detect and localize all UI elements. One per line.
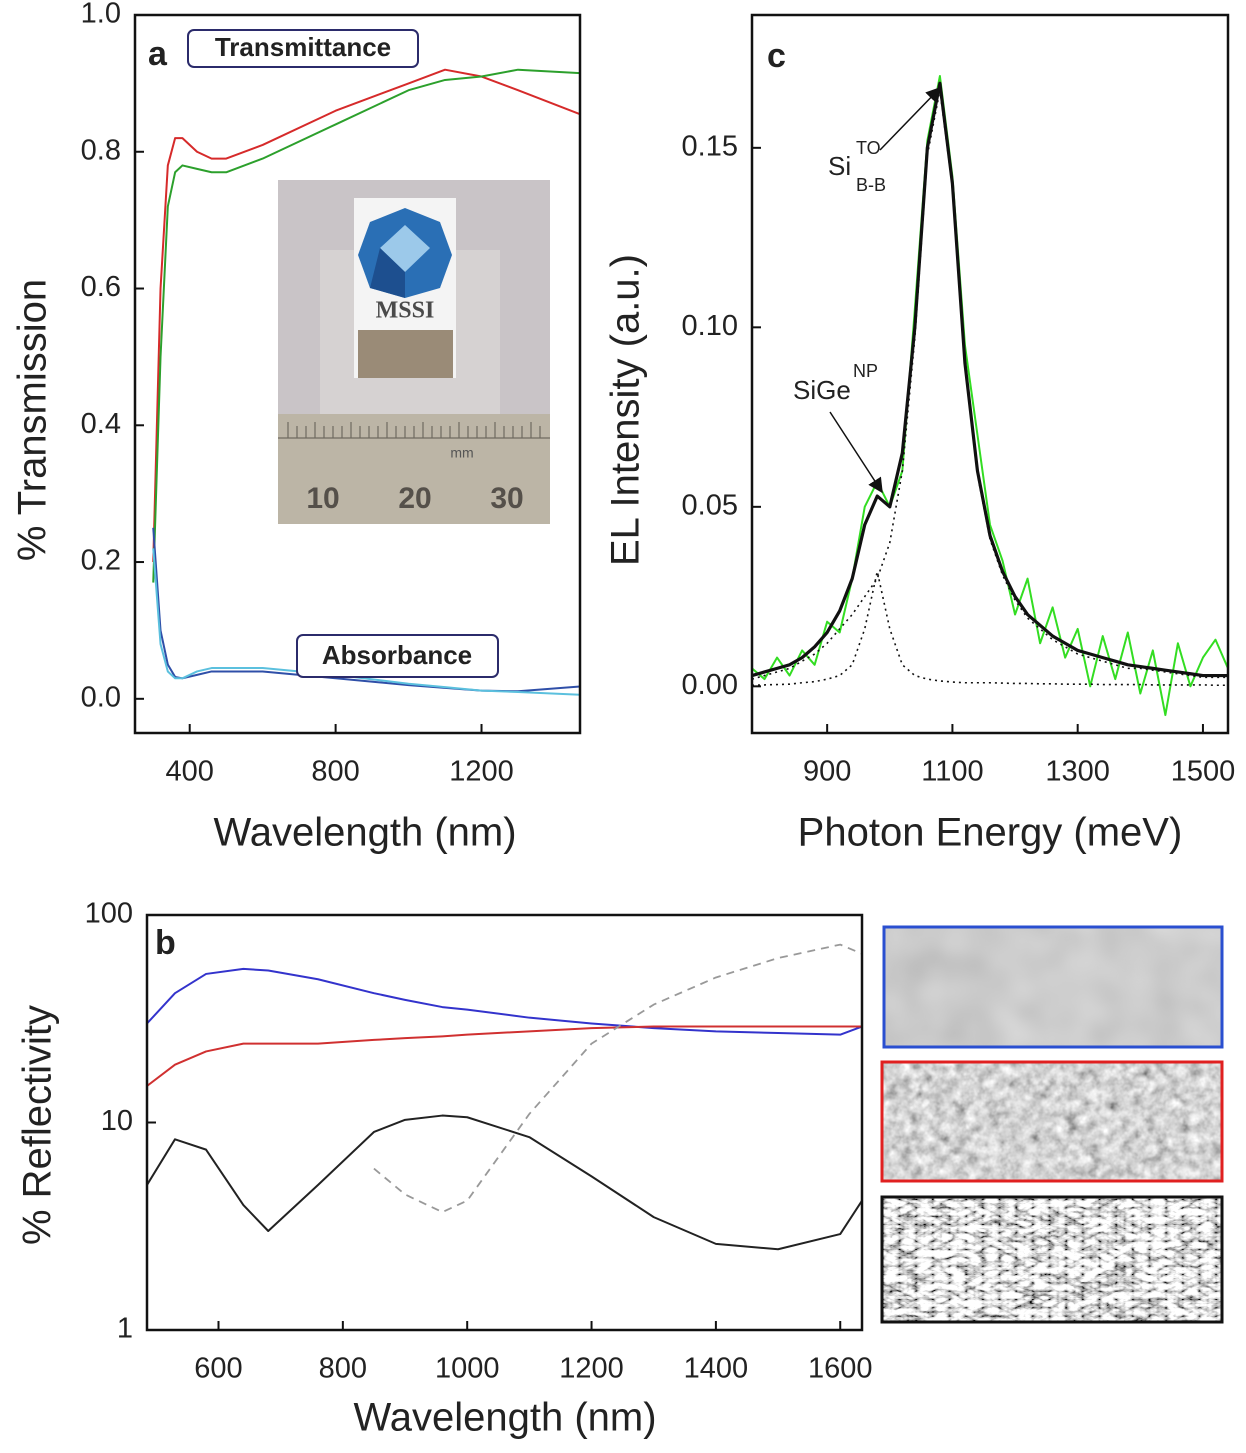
data-line — [752, 81, 1228, 678]
x-tick-label: 400 — [166, 756, 214, 788]
sem-image — [882, 1197, 1222, 1322]
x-tick-label: 1300 — [1045, 756, 1110, 788]
y-tick-label: 0.10 — [682, 310, 738, 342]
ruler-label: 10 — [306, 482, 339, 515]
x-tick-label: 900 — [803, 756, 851, 788]
annotation-superscript: NP — [853, 361, 878, 381]
annotation: Absorbance — [322, 640, 472, 670]
annotation: SiGe — [793, 375, 851, 405]
plot-frame — [145, 913, 864, 1332]
arrow — [879, 86, 942, 151]
annotation: Transmittance — [215, 32, 391, 62]
x-axis-title: Photon Energy (meV) — [798, 811, 1183, 855]
y-axis-title: % Transmission — [11, 279, 55, 561]
image-frame — [880, 1195, 1224, 1324]
arrow — [829, 411, 883, 494]
data-line — [752, 89, 1228, 680]
y-tick-label: 0.8 — [81, 134, 121, 166]
ruler-label: 30 — [490, 482, 523, 515]
annotation-box — [296, 634, 499, 678]
x-axis-title: Wavelength (nm) — [213, 811, 516, 855]
annotation-box — [187, 29, 419, 68]
y-axis-title: EL Intensity (a.u.) — [604, 254, 648, 566]
ruler-label: 20 — [398, 482, 431, 515]
data-line — [152, 548, 580, 696]
x-tick-label: 1100 — [921, 756, 983, 788]
sem-image — [884, 927, 1222, 1047]
data-line — [147, 1114, 862, 1251]
panel-label: c — [767, 37, 786, 75]
logo-text: MSSI — [376, 298, 435, 324]
x-tick-label: 1400 — [684, 1353, 749, 1385]
y-tick-label: 0.0 — [81, 681, 121, 713]
y-axis-title: % Reflectivity — [16, 1005, 60, 1245]
data-line — [373, 943, 862, 1213]
annotation-superscript: TO — [856, 138, 881, 158]
x-tick-label: 1200 — [449, 756, 514, 788]
image-frame — [880, 1060, 1224, 1183]
x-tick-label: 1200 — [559, 1353, 624, 1385]
annotation: Si — [828, 151, 851, 181]
y-tick-label: 0.00 — [682, 669, 738, 701]
y-tick-label: 100 — [85, 898, 133, 930]
y-tick-label: 1.0 — [81, 0, 121, 30]
y-tick-label: 0.4 — [81, 408, 121, 440]
annotation-subscript: B-B — [856, 175, 886, 195]
panel-label: b — [155, 924, 176, 962]
data-line — [147, 1025, 862, 1087]
data-line — [152, 68, 580, 583]
x-tick-label: 600 — [194, 1353, 242, 1385]
data-line — [752, 570, 1228, 687]
data-line — [147, 967, 862, 1036]
y-tick-label: 0.6 — [81, 271, 121, 303]
y-tick-label: 1 — [117, 1313, 133, 1345]
y-tick-label: 10 — [101, 1105, 133, 1137]
y-tick-label: 0.05 — [682, 489, 738, 521]
panel-label: a — [148, 35, 168, 73]
y-tick-label: 0.2 — [81, 545, 121, 577]
plot-frame — [750, 13, 1230, 735]
y-tick-label: 0.15 — [682, 130, 738, 162]
x-tick-label: 1500 — [1171, 756, 1236, 788]
x-tick-label: 1000 — [435, 1353, 500, 1385]
plot-frame — [133, 13, 582, 735]
x-tick-label: 1600 — [808, 1353, 873, 1385]
ruler-unit: mm — [450, 445, 473, 461]
x-tick-label: 800 — [319, 1353, 367, 1385]
data-line — [152, 68, 580, 563]
sem-image — [882, 1062, 1222, 1181]
inset-photo: MSSI mm 10 20 30 — [278, 180, 550, 524]
x-tick-label: 800 — [311, 756, 359, 788]
image-frame — [882, 925, 1224, 1049]
x-axis-title: Wavelength (nm) — [353, 1396, 656, 1440]
